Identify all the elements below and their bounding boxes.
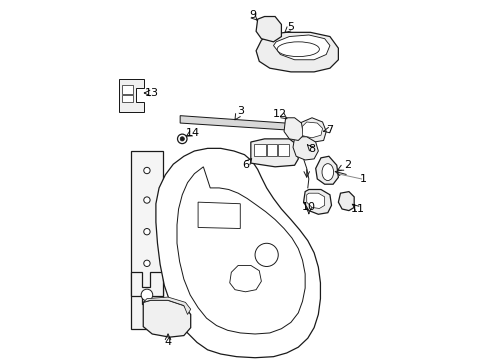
Circle shape (143, 229, 150, 235)
Circle shape (177, 134, 186, 144)
Polygon shape (306, 193, 324, 208)
Circle shape (180, 137, 184, 141)
Polygon shape (198, 202, 240, 229)
Text: 3: 3 (236, 107, 244, 116)
Text: 7: 7 (325, 125, 333, 135)
Circle shape (255, 243, 278, 266)
Polygon shape (303, 189, 331, 214)
Ellipse shape (277, 42, 319, 57)
Text: 10: 10 (301, 202, 315, 212)
Text: 9: 9 (248, 10, 255, 21)
Text: 5: 5 (287, 22, 294, 32)
Polygon shape (122, 95, 132, 102)
Text: 11: 11 (350, 204, 364, 214)
Polygon shape (256, 17, 281, 42)
Text: 14: 14 (185, 127, 200, 138)
Text: 6: 6 (242, 160, 248, 170)
Polygon shape (177, 167, 305, 334)
Polygon shape (284, 118, 303, 140)
Polygon shape (302, 122, 322, 138)
Polygon shape (131, 151, 168, 329)
Circle shape (141, 289, 152, 301)
Polygon shape (292, 137, 318, 160)
Polygon shape (256, 32, 338, 72)
Circle shape (143, 167, 150, 174)
Polygon shape (315, 156, 338, 184)
Polygon shape (229, 265, 261, 292)
Polygon shape (250, 139, 298, 167)
Polygon shape (156, 148, 320, 358)
Polygon shape (253, 144, 265, 156)
Text: 8: 8 (308, 144, 315, 154)
Polygon shape (266, 144, 277, 156)
Text: 13: 13 (145, 88, 159, 98)
Text: 4: 4 (164, 337, 171, 347)
Circle shape (143, 260, 150, 266)
Polygon shape (338, 192, 353, 211)
Ellipse shape (322, 164, 333, 180)
Text: 1: 1 (359, 174, 366, 184)
Polygon shape (278, 144, 289, 156)
Polygon shape (180, 116, 285, 130)
Polygon shape (131, 272, 163, 304)
Circle shape (143, 197, 150, 203)
Text: 12: 12 (273, 109, 287, 119)
Polygon shape (143, 300, 190, 337)
Polygon shape (273, 35, 329, 60)
Polygon shape (122, 85, 132, 94)
Polygon shape (119, 79, 144, 112)
Polygon shape (143, 297, 190, 315)
Polygon shape (299, 118, 325, 142)
Text: 2: 2 (343, 160, 350, 170)
